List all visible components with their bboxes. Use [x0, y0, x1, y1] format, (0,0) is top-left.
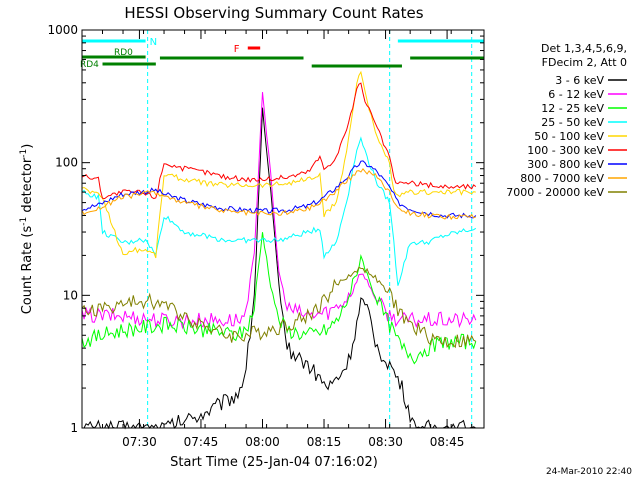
y-tick-label: 100 [55, 156, 78, 170]
y-tick-label: 10 [63, 288, 78, 302]
series-line-5 [81, 82, 477, 200]
x-tick-label: 08:30 [368, 435, 403, 449]
plot-frame [81, 29, 485, 429]
legend-label-3: 25 - 50 keV [541, 116, 604, 129]
rd0-label: RD0 [114, 48, 133, 58]
legend-label-6: 300 - 800 keV [527, 158, 604, 171]
y-axis-ticks: 1 10 100 1000 [47, 23, 484, 435]
n-label: N [150, 37, 157, 48]
series-line-3 [81, 136, 477, 286]
series-line-6 [81, 160, 477, 219]
plot-layer: N RD0 RD4 F [80, 30, 484, 430]
legend-label-4: 50 - 100 keV [534, 130, 604, 143]
x-tick-label: 07:30 [122, 435, 157, 449]
y-tick-label: 1000 [47, 23, 78, 37]
y-tick-label: 1 [70, 421, 78, 435]
legend-label-1: 6 - 12 keV [548, 88, 604, 101]
series-line-7 [81, 168, 476, 221]
y-axis-label: Count Rate (s-1 detector-1) [19, 144, 35, 315]
x-tick-label: 08:15 [307, 435, 342, 449]
x-tick-label: 08:45 [430, 435, 465, 449]
series-line-0 [81, 107, 477, 430]
series-line-2 [81, 232, 477, 365]
legend-header-line-1: Det 1,3,4,5,6,9, [541, 42, 627, 55]
x-axis-ticks: 07:30 07:45 08:00 08:15 08:30 08:45 [81, 30, 473, 449]
rd4-label: RD4 [80, 60, 99, 70]
f-label: F [234, 44, 240, 55]
legend-label-7: 800 - 7000 keV [520, 172, 604, 185]
legend-label-5: 100 - 300 keV [527, 144, 604, 157]
legend-header-line-2: FDecim 2, Att 0 [542, 56, 627, 69]
x-tick-label: 08:00 [245, 435, 280, 449]
footer-date: 24-Mar-2010 22:40 [546, 467, 632, 477]
x-tick-label: 07:45 [184, 435, 219, 449]
legend-label-8: 7000 - 20000 keV [506, 186, 604, 199]
legend-label-0: 3 - 6 keV [555, 74, 604, 87]
legend: Det 1,3,4,5,6,9, FDecim 2, Att 0 3 - 6 k… [506, 42, 627, 199]
chart-title: HESSI Observing Summary Count Rates [124, 4, 423, 22]
series-line-8 [81, 266, 477, 349]
legend-label-2: 12 - 25 keV [541, 102, 604, 115]
x-axis-label: Start Time (25-Jan-04 07:16:02) [170, 455, 378, 470]
series-line-4 [81, 70, 476, 259]
